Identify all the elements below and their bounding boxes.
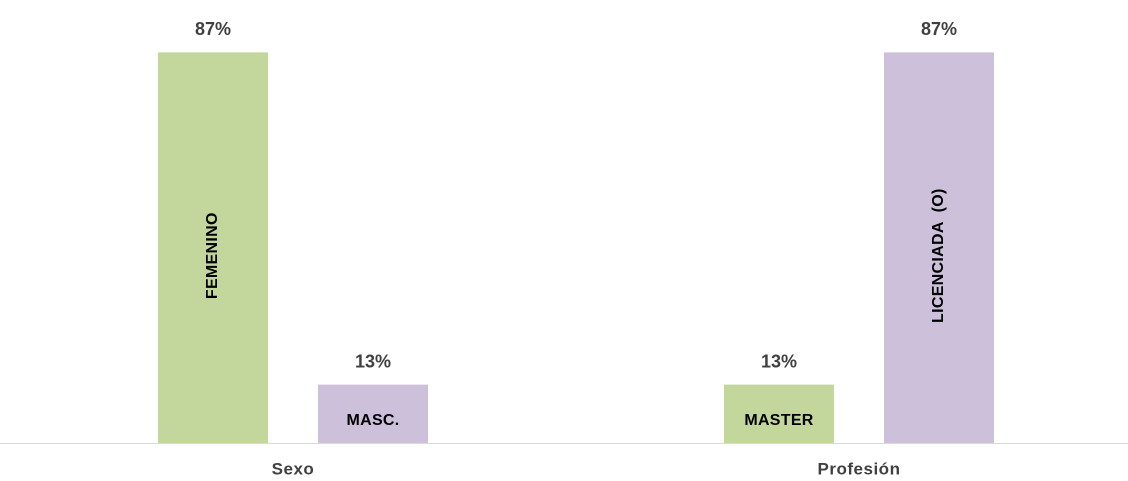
x-tick-label: Profesión — [818, 459, 901, 478]
data-label: 13% — [761, 351, 797, 371]
data-label: 13% — [355, 351, 391, 371]
bar-label: MASC. — [346, 412, 399, 429]
data-label: 87% — [195, 19, 231, 39]
bar — [318, 384, 428, 443]
data-label: 87% — [921, 19, 957, 39]
bar-label: LICENCIADA (O) — [930, 188, 947, 323]
bar-label: FEMENINO — [204, 212, 221, 299]
x-tick-label: Sexo — [272, 459, 315, 478]
bar — [724, 384, 834, 443]
bar — [884, 52, 994, 444]
bar-label: MASTER — [744, 412, 813, 429]
bar — [158, 52, 268, 444]
